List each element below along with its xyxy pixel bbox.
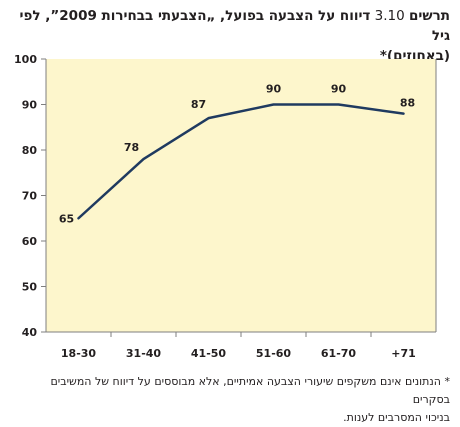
y-tick-label: 80	[22, 144, 38, 157]
footnote-line-1: הנתונים אינם משקפים שיעורי הצבעה אמיתיים…	[50, 375, 450, 406]
x-tick-label: 18-30	[61, 347, 97, 360]
y-tick-label: 70	[22, 190, 38, 203]
series-line	[77, 103, 405, 220]
data-label: 78	[124, 141, 139, 154]
y-tick-label: 100	[14, 53, 37, 66]
chart-title-prefix: תרשים	[409, 8, 450, 24]
plot-area	[46, 59, 436, 332]
data-label: 90	[266, 83, 282, 96]
data-label: 88	[400, 97, 415, 110]
x-tick-label: 31-40	[126, 347, 162, 360]
data-label: 65	[59, 212, 74, 225]
x-tick-label: 41-50	[191, 347, 227, 360]
x-tick-label: 61-70	[321, 347, 357, 360]
y-tick-label: 50	[22, 281, 38, 294]
y-tick-label: 90	[22, 99, 38, 112]
y-tick-label: 40	[22, 326, 38, 339]
footnote-marker: *	[444, 375, 451, 388]
x-tick-label: 51-60	[256, 347, 292, 360]
data-label: 87	[191, 98, 206, 111]
y-tick-label: 60	[22, 235, 38, 248]
chart-title-number: 3.10	[374, 8, 405, 24]
data-label: 90	[331, 83, 347, 96]
axes: 40 50 60 70 80 90 100 18-30 31-40 41-50 51-60 61-70…	[14, 53, 437, 360]
x-tick-label: +71	[391, 347, 416, 360]
series	[77, 103, 405, 220]
footnote: * הנתונים אינם משקפים שיעורי הצבעה אמיתי…	[20, 373, 450, 427]
line-chart: 40 50 60 70 80 90 100 18-30 31-40 41-50 51-60 61-70…	[14, 53, 437, 360]
chart-title-text: דיווח על הצבעה בפועל, „הצבעתי בבחירות 20…	[19, 8, 450, 44]
data-labels: 65 78 87 90 90 88	[59, 83, 415, 226]
